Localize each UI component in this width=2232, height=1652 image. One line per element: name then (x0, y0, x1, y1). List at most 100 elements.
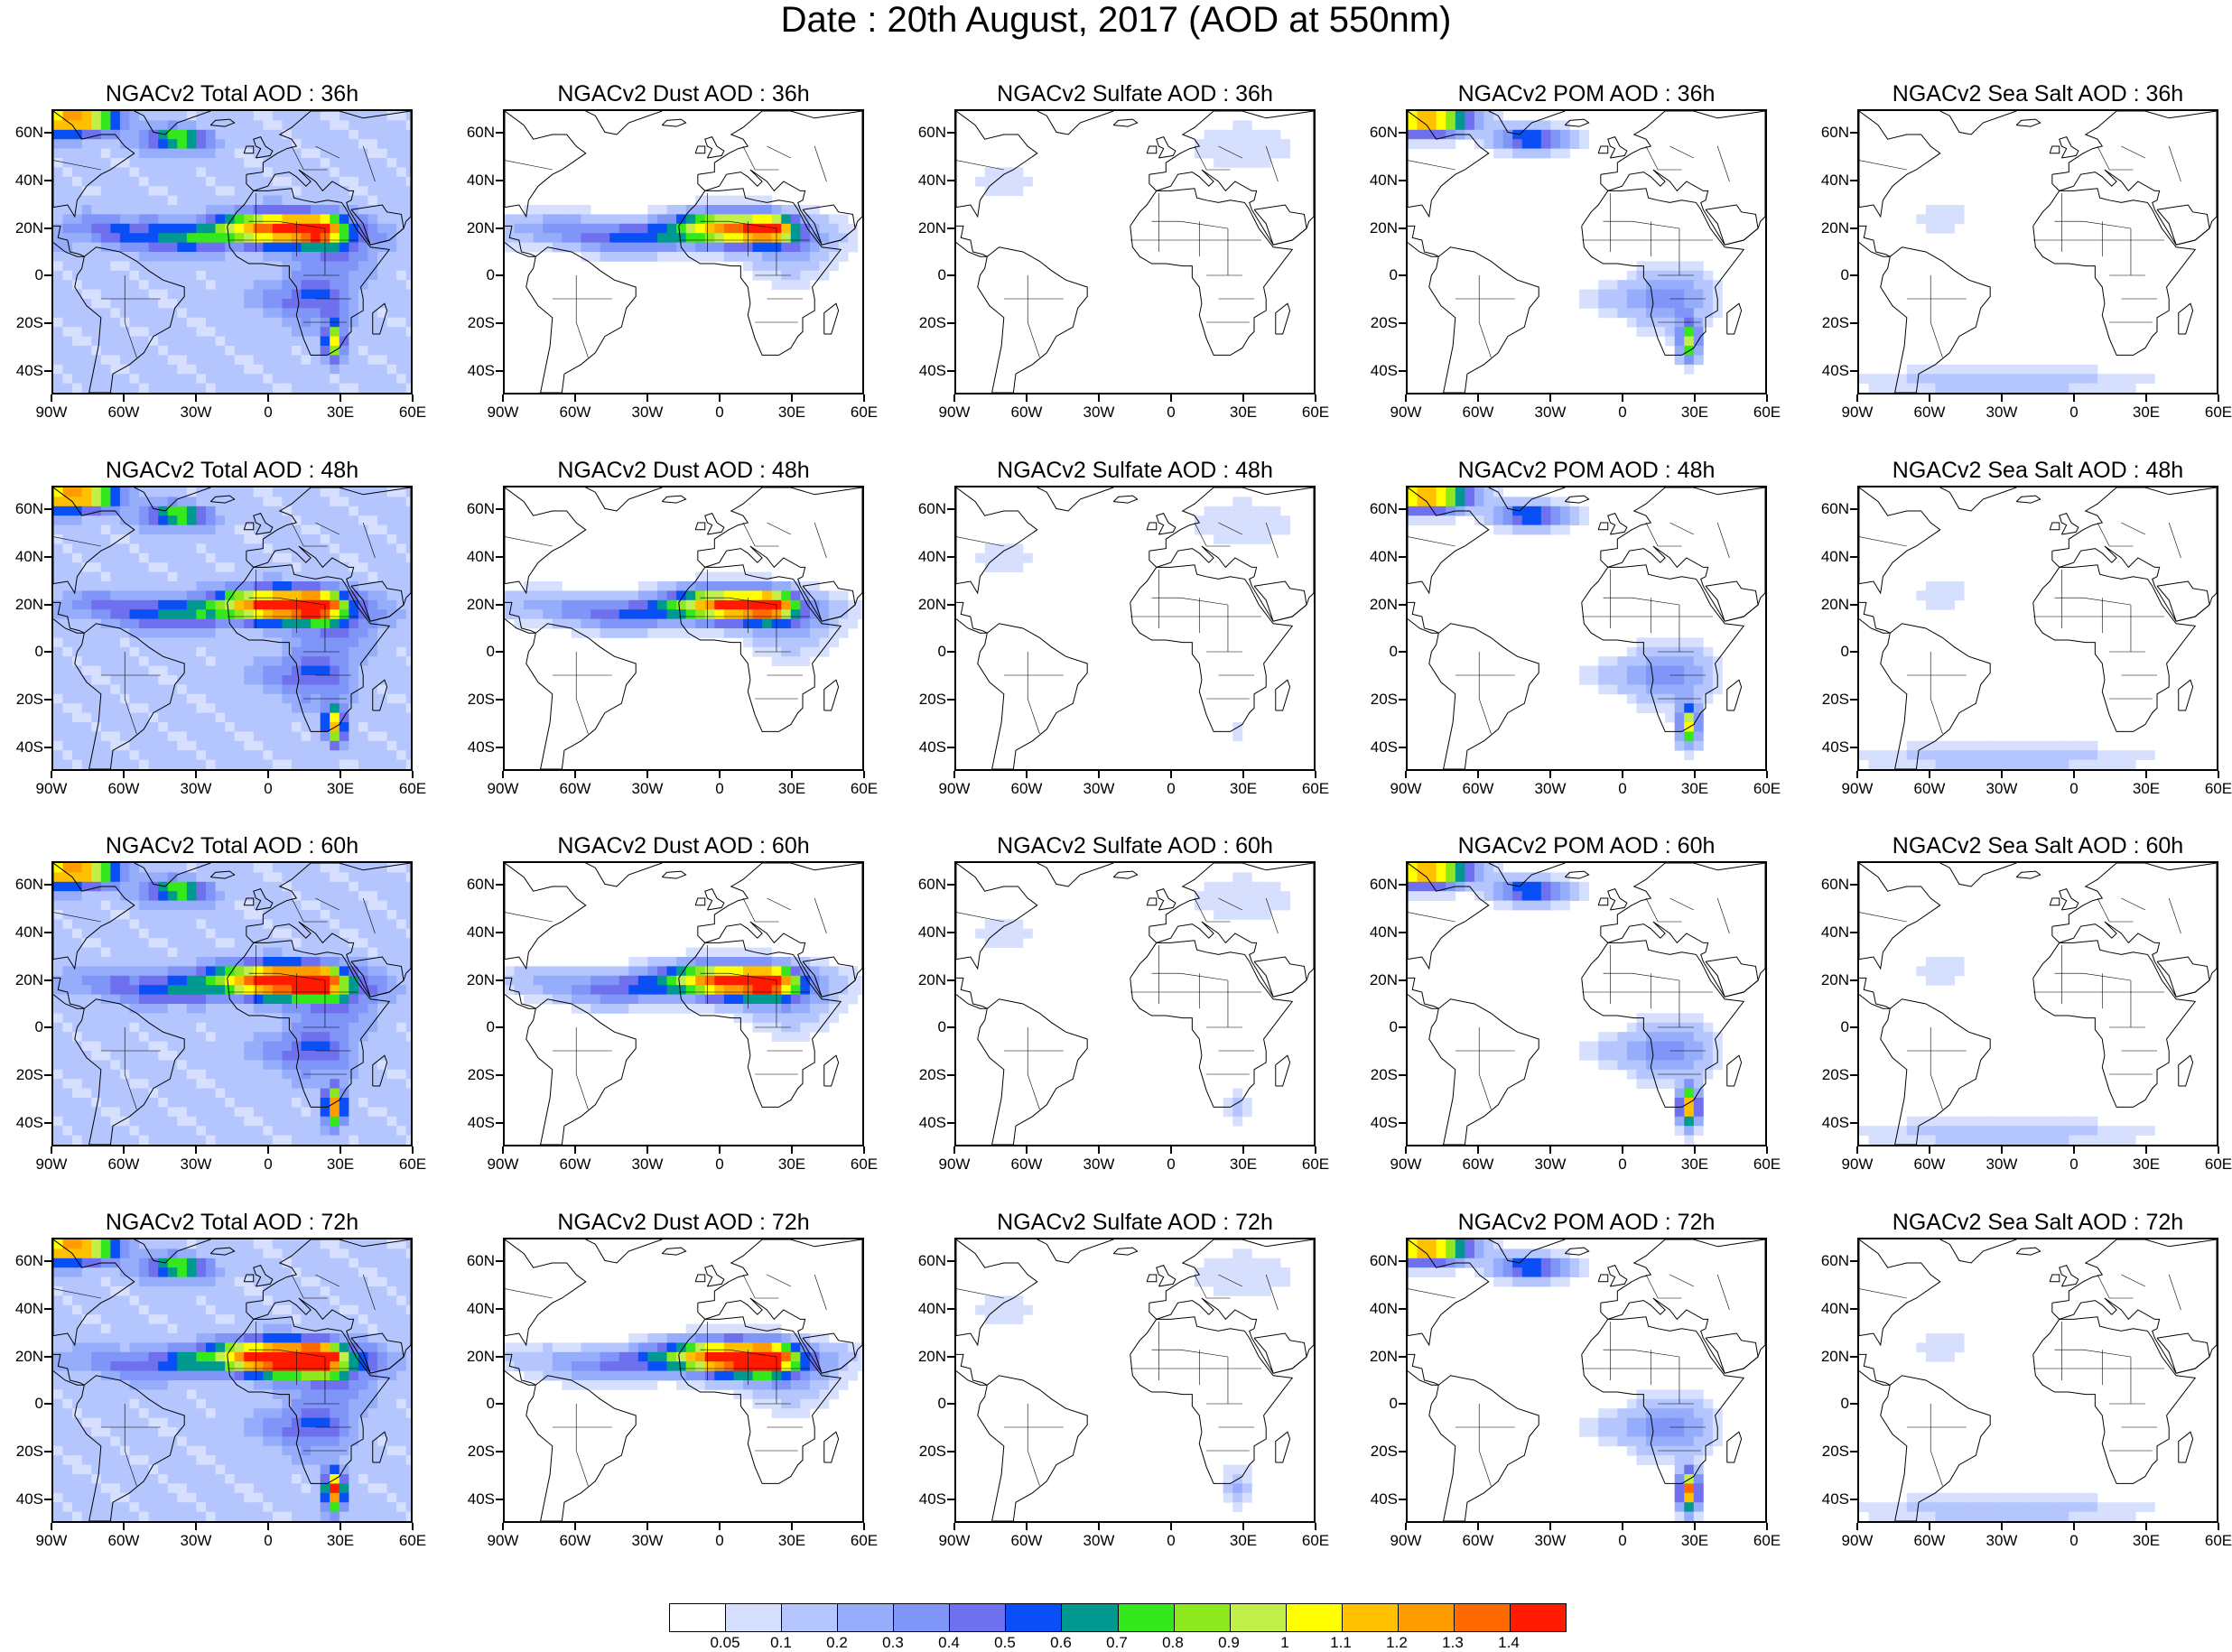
aod-cell (101, 1070, 111, 1080)
aod-cell (196, 308, 206, 318)
figure-title: Date : 20th August, 2017 (AOD at 550nm) (0, 0, 2232, 40)
aod-cell (2126, 760, 2136, 769)
aod-cell (330, 365, 339, 375)
aod-cell (82, 308, 92, 318)
aod-cell (216, 1051, 226, 1061)
aod-cell (282, 675, 292, 685)
aod-cell (1964, 750, 1974, 760)
aod-cell (187, 224, 197, 234)
aod-cell (302, 233, 312, 243)
aod-cell (1935, 760, 1945, 769)
aod-cell (302, 205, 312, 215)
x-tick-mark (1242, 771, 1244, 778)
aod-cell (543, 233, 553, 243)
aod-cell (714, 214, 724, 224)
aod-cell (120, 1079, 130, 1089)
aod-cell (377, 120, 387, 130)
aod-cell (396, 694, 406, 704)
aod-cell (330, 572, 339, 582)
aod-cell (1608, 290, 1618, 300)
aod-cell (292, 497, 302, 506)
aod-cell (196, 525, 206, 535)
country-border (814, 523, 826, 558)
aod-cell (235, 1013, 245, 1023)
aod-cell (177, 196, 187, 206)
aod-cell (168, 214, 178, 224)
aod-cell (406, 224, 411, 234)
coastline (956, 111, 1037, 217)
aod-cell (53, 506, 63, 516)
aod-cell (149, 346, 159, 356)
aod-cell (177, 891, 187, 901)
aod-cell (330, 543, 339, 553)
aod-cell (321, 374, 330, 384)
aod-cell (244, 957, 254, 967)
aod-cell (63, 938, 73, 948)
aod-cell (177, 224, 187, 234)
aod-cell (158, 111, 168, 121)
aod-cell (120, 929, 130, 939)
aod-cell (406, 713, 411, 723)
aod-cell (244, 731, 254, 741)
aod-cell (177, 487, 187, 497)
aod-cell (1570, 506, 1580, 516)
aod-cell (349, 1013, 358, 1023)
map-frame (503, 486, 864, 771)
aod-cell (515, 214, 525, 224)
aod-cell (1869, 374, 1879, 384)
aod-cell (216, 572, 226, 582)
aod-cell (339, 647, 349, 657)
aod-cell (244, 637, 254, 647)
aod-cell (82, 337, 92, 347)
aod-cell (206, 553, 216, 563)
aod-cell (158, 1042, 168, 1052)
aod-cell (406, 882, 411, 892)
aod-cell (377, 130, 387, 140)
country-border (1603, 221, 1679, 228)
aod-cell (377, 365, 387, 375)
aod-cell (985, 177, 995, 187)
aod-cell (724, 205, 734, 215)
aod-cell (254, 327, 264, 337)
aod-cell (273, 515, 283, 525)
aod-cell (406, 1004, 411, 1014)
aod-cell (254, 111, 264, 121)
aod-cell (91, 600, 101, 610)
aod-cell (647, 252, 657, 262)
aod-cell (819, 214, 829, 224)
aod-cell (273, 590, 283, 600)
aod-cell (139, 1060, 149, 1070)
aod-cell (330, 497, 339, 506)
aod-cell (302, 214, 312, 224)
aod-cell (562, 590, 572, 600)
aod-cell (263, 543, 273, 553)
y-tick-label: 60N (903, 124, 946, 142)
aod-cell (572, 609, 581, 619)
aod-cell (377, 901, 387, 911)
aod-cell (311, 901, 321, 911)
coastline (1276, 680, 1290, 710)
aod-cell (543, 581, 553, 591)
x-tick-label: 60W (1451, 404, 1505, 422)
aod-cell (53, 750, 63, 760)
aod-cell (158, 534, 168, 544)
aod-cell (235, 1098, 245, 1108)
aod-cell (139, 572, 149, 582)
aod-cell (196, 1070, 206, 1080)
aod-cell (187, 158, 197, 168)
aod-cell (1665, 703, 1675, 713)
aod-cell (311, 760, 321, 769)
aod-cell (91, 581, 101, 591)
aod-cell (1251, 139, 1261, 149)
aod-cell (139, 337, 149, 347)
aod-cell (572, 590, 581, 600)
aod-cell (129, 543, 139, 553)
aod-cell (600, 252, 610, 262)
aod-cell (396, 1089, 406, 1099)
aod-cell (63, 731, 73, 741)
aod-cell (177, 760, 187, 769)
aod-cell (791, 619, 801, 629)
x-tick-label: 60E (837, 404, 891, 422)
aod-cell (2060, 741, 2069, 751)
